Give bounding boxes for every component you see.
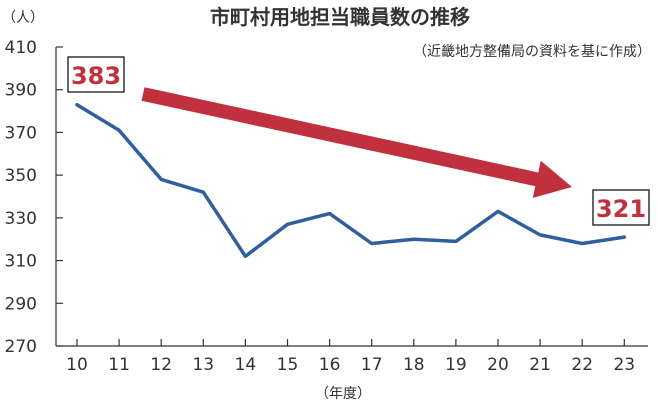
y-tick-label: 290 [5,294,37,314]
x-tick-label: 13 [192,355,214,375]
value-callout-label: 321 [596,195,646,223]
chart-title: 市町村用地担当職員数の推移 [210,5,470,29]
y-axis-ticks: 410 390 370 350 330 310 290 270 [5,38,63,357]
x-tick-label: 15 [277,355,299,375]
x-tick-label: 10 [66,355,88,375]
x-axis-ticks: 10 11 12 13 14 15 16 17 18 19 20 21 22 23 [66,339,635,375]
series-line [75,102,627,259]
y-tick-label: 330 [5,209,37,229]
x-tick-label: 20 [487,355,509,375]
y-tick-label: 410 [5,38,37,58]
x-tick-label: 18 [403,355,425,375]
x-tick-label: 19 [445,355,467,375]
trend-arrow [141,87,572,198]
x-tick-label: 17 [361,355,383,375]
x-axis-label: （年度） [315,386,371,402]
x-tick-label: 21 [529,355,551,375]
x-tick-label: 12 [150,355,172,375]
value-callout-box [592,189,650,226]
x-tick-label: 16 [319,355,341,375]
y-tick-label: 390 [5,81,37,101]
x-tick-label: 11 [108,355,130,375]
x-tick-label: 23 [613,355,635,375]
value-callout-label: 383 [71,62,121,90]
x-tick-label: 14 [235,355,257,375]
chart-subtitle: （近畿地方整備局の資料を基に作成） [413,43,651,60]
x-tick-label: 22 [571,355,593,375]
y-tick-label: 310 [5,252,37,272]
y-tick-label: 350 [5,166,37,186]
y-tick-label: 270 [5,337,37,357]
y-axis-unit: （人） [2,10,44,26]
value-callout-box [67,56,125,93]
y-tick-label: 370 [5,123,37,143]
callouts: 383 321 [67,56,650,226]
